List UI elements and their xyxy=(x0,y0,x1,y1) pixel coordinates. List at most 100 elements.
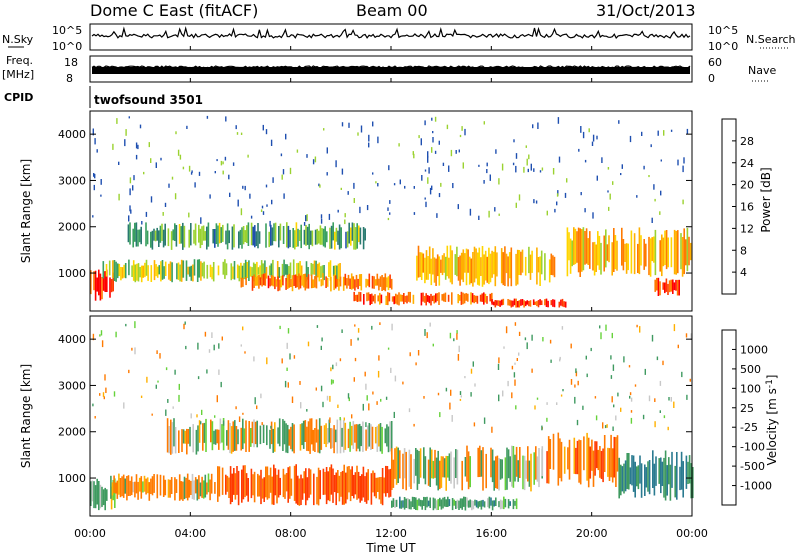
power-data-cell xyxy=(336,265,338,281)
power-data-cell xyxy=(315,260,317,279)
vel-data-cell xyxy=(350,425,353,446)
power-data-speckle xyxy=(607,190,609,193)
vel-data-cell xyxy=(126,476,128,501)
power-data-cell xyxy=(217,265,220,276)
power-data-cell xyxy=(443,253,445,273)
power-data-cell xyxy=(168,263,170,280)
power-data-cell xyxy=(274,222,277,242)
power-data-cell xyxy=(389,274,391,288)
vel-data-cell xyxy=(573,437,576,474)
power-data-cell xyxy=(417,245,420,278)
power-data-cell xyxy=(540,300,543,305)
vel-data-cell xyxy=(469,456,471,488)
vel-data-speckle xyxy=(574,396,576,404)
power-data-cell xyxy=(306,226,309,245)
vel-data-speckle xyxy=(602,422,604,429)
vel-data-speckle xyxy=(128,369,130,374)
vel-data-cell xyxy=(236,466,238,495)
power-data-cell xyxy=(577,227,580,273)
vel-data-cell xyxy=(365,429,367,451)
vel-data-speckle xyxy=(620,407,622,412)
power-data-speckle xyxy=(220,160,223,166)
vel-data-speckle xyxy=(218,343,220,349)
power-data-cell xyxy=(476,252,479,285)
power-data-cell xyxy=(548,259,551,283)
colorbar-tick-label: 100 xyxy=(740,382,761,395)
power-data-speckle xyxy=(532,124,534,129)
vel-data-cell xyxy=(318,418,321,454)
power-data-speckle xyxy=(229,192,231,197)
power-data-speckle xyxy=(242,185,244,189)
power-data-cell xyxy=(484,250,487,281)
power-data-speckle xyxy=(96,149,98,153)
vel-data-speckle xyxy=(183,323,185,330)
vel-data-cell xyxy=(270,421,273,445)
vel-data-cell xyxy=(184,430,186,444)
vel-data-cell xyxy=(671,451,673,488)
vel-data-cell xyxy=(253,471,256,503)
vel-data-speckle xyxy=(146,376,148,383)
vel-data-speckle xyxy=(291,396,294,403)
vel-data-cell xyxy=(594,441,596,476)
vel-data-cell xyxy=(652,450,654,488)
vel-data-cell xyxy=(456,449,459,485)
vel-data-speckle xyxy=(357,337,359,341)
vel-data-cell xyxy=(268,475,270,499)
vel-data-speckle xyxy=(284,380,287,388)
power-data-cell xyxy=(204,231,206,241)
power-data-cell xyxy=(595,244,597,272)
power-data-speckle xyxy=(100,179,102,185)
power-data-speckle xyxy=(515,202,517,208)
vel-data-cell xyxy=(173,418,175,447)
vel-data-speckle xyxy=(673,401,675,408)
power-data-cell xyxy=(407,291,410,302)
power-data-cell xyxy=(359,292,362,302)
power-data-speckle xyxy=(431,185,433,190)
vel-data-speckle xyxy=(659,410,661,413)
vel-data-speckle xyxy=(131,347,133,351)
vel-data-speckle xyxy=(391,323,393,331)
vel-data-speckle xyxy=(260,393,262,399)
vel-data-cell xyxy=(360,426,363,447)
power-data-cell xyxy=(174,223,176,241)
colorbar-tick-label: 24 xyxy=(740,157,754,170)
vel-data-cell xyxy=(276,474,278,504)
vel-data-cell xyxy=(337,470,339,494)
vel-data-cell xyxy=(340,472,342,497)
vel-data-cell xyxy=(557,432,560,486)
power-data-cell xyxy=(427,256,429,280)
power-data-cell xyxy=(96,277,98,292)
vel-data-cell xyxy=(102,489,105,506)
power-data-speckle xyxy=(318,183,320,187)
nave-tick-bottom: 0 xyxy=(708,72,715,85)
power-data-speckle xyxy=(584,208,586,213)
vel-data-cell xyxy=(230,426,233,454)
vel-data-speckle xyxy=(677,344,679,349)
vel-data-cell xyxy=(332,468,334,503)
vel-data-cell xyxy=(231,473,233,502)
y-tick-label: 1000 xyxy=(58,267,86,280)
vel-data-cell xyxy=(299,424,302,451)
power-data-cell xyxy=(358,225,360,243)
power-data-speckle xyxy=(209,194,211,199)
vel-data-cell xyxy=(499,459,502,480)
power-y-label: Slant Range [km] xyxy=(19,159,33,263)
power-data-cell xyxy=(451,250,453,285)
power-data-speckle xyxy=(137,144,139,150)
power-data-cell xyxy=(247,222,250,246)
power-data-cell xyxy=(313,260,316,275)
vel-data-cell xyxy=(344,422,347,450)
power-data-cell xyxy=(521,299,524,306)
power-data-speckle xyxy=(525,145,527,148)
vel-data-cell xyxy=(443,458,446,478)
vel-data-speckle xyxy=(101,340,104,348)
power-data-cell xyxy=(597,231,599,266)
power-data-cell xyxy=(238,265,241,282)
vel-data-speckle xyxy=(450,389,452,396)
power-data-cell xyxy=(524,301,527,307)
power-data-cell xyxy=(158,230,160,247)
vel-data-cell xyxy=(483,501,486,508)
power-data-cell xyxy=(212,262,215,282)
vel-data-cell xyxy=(666,465,668,496)
